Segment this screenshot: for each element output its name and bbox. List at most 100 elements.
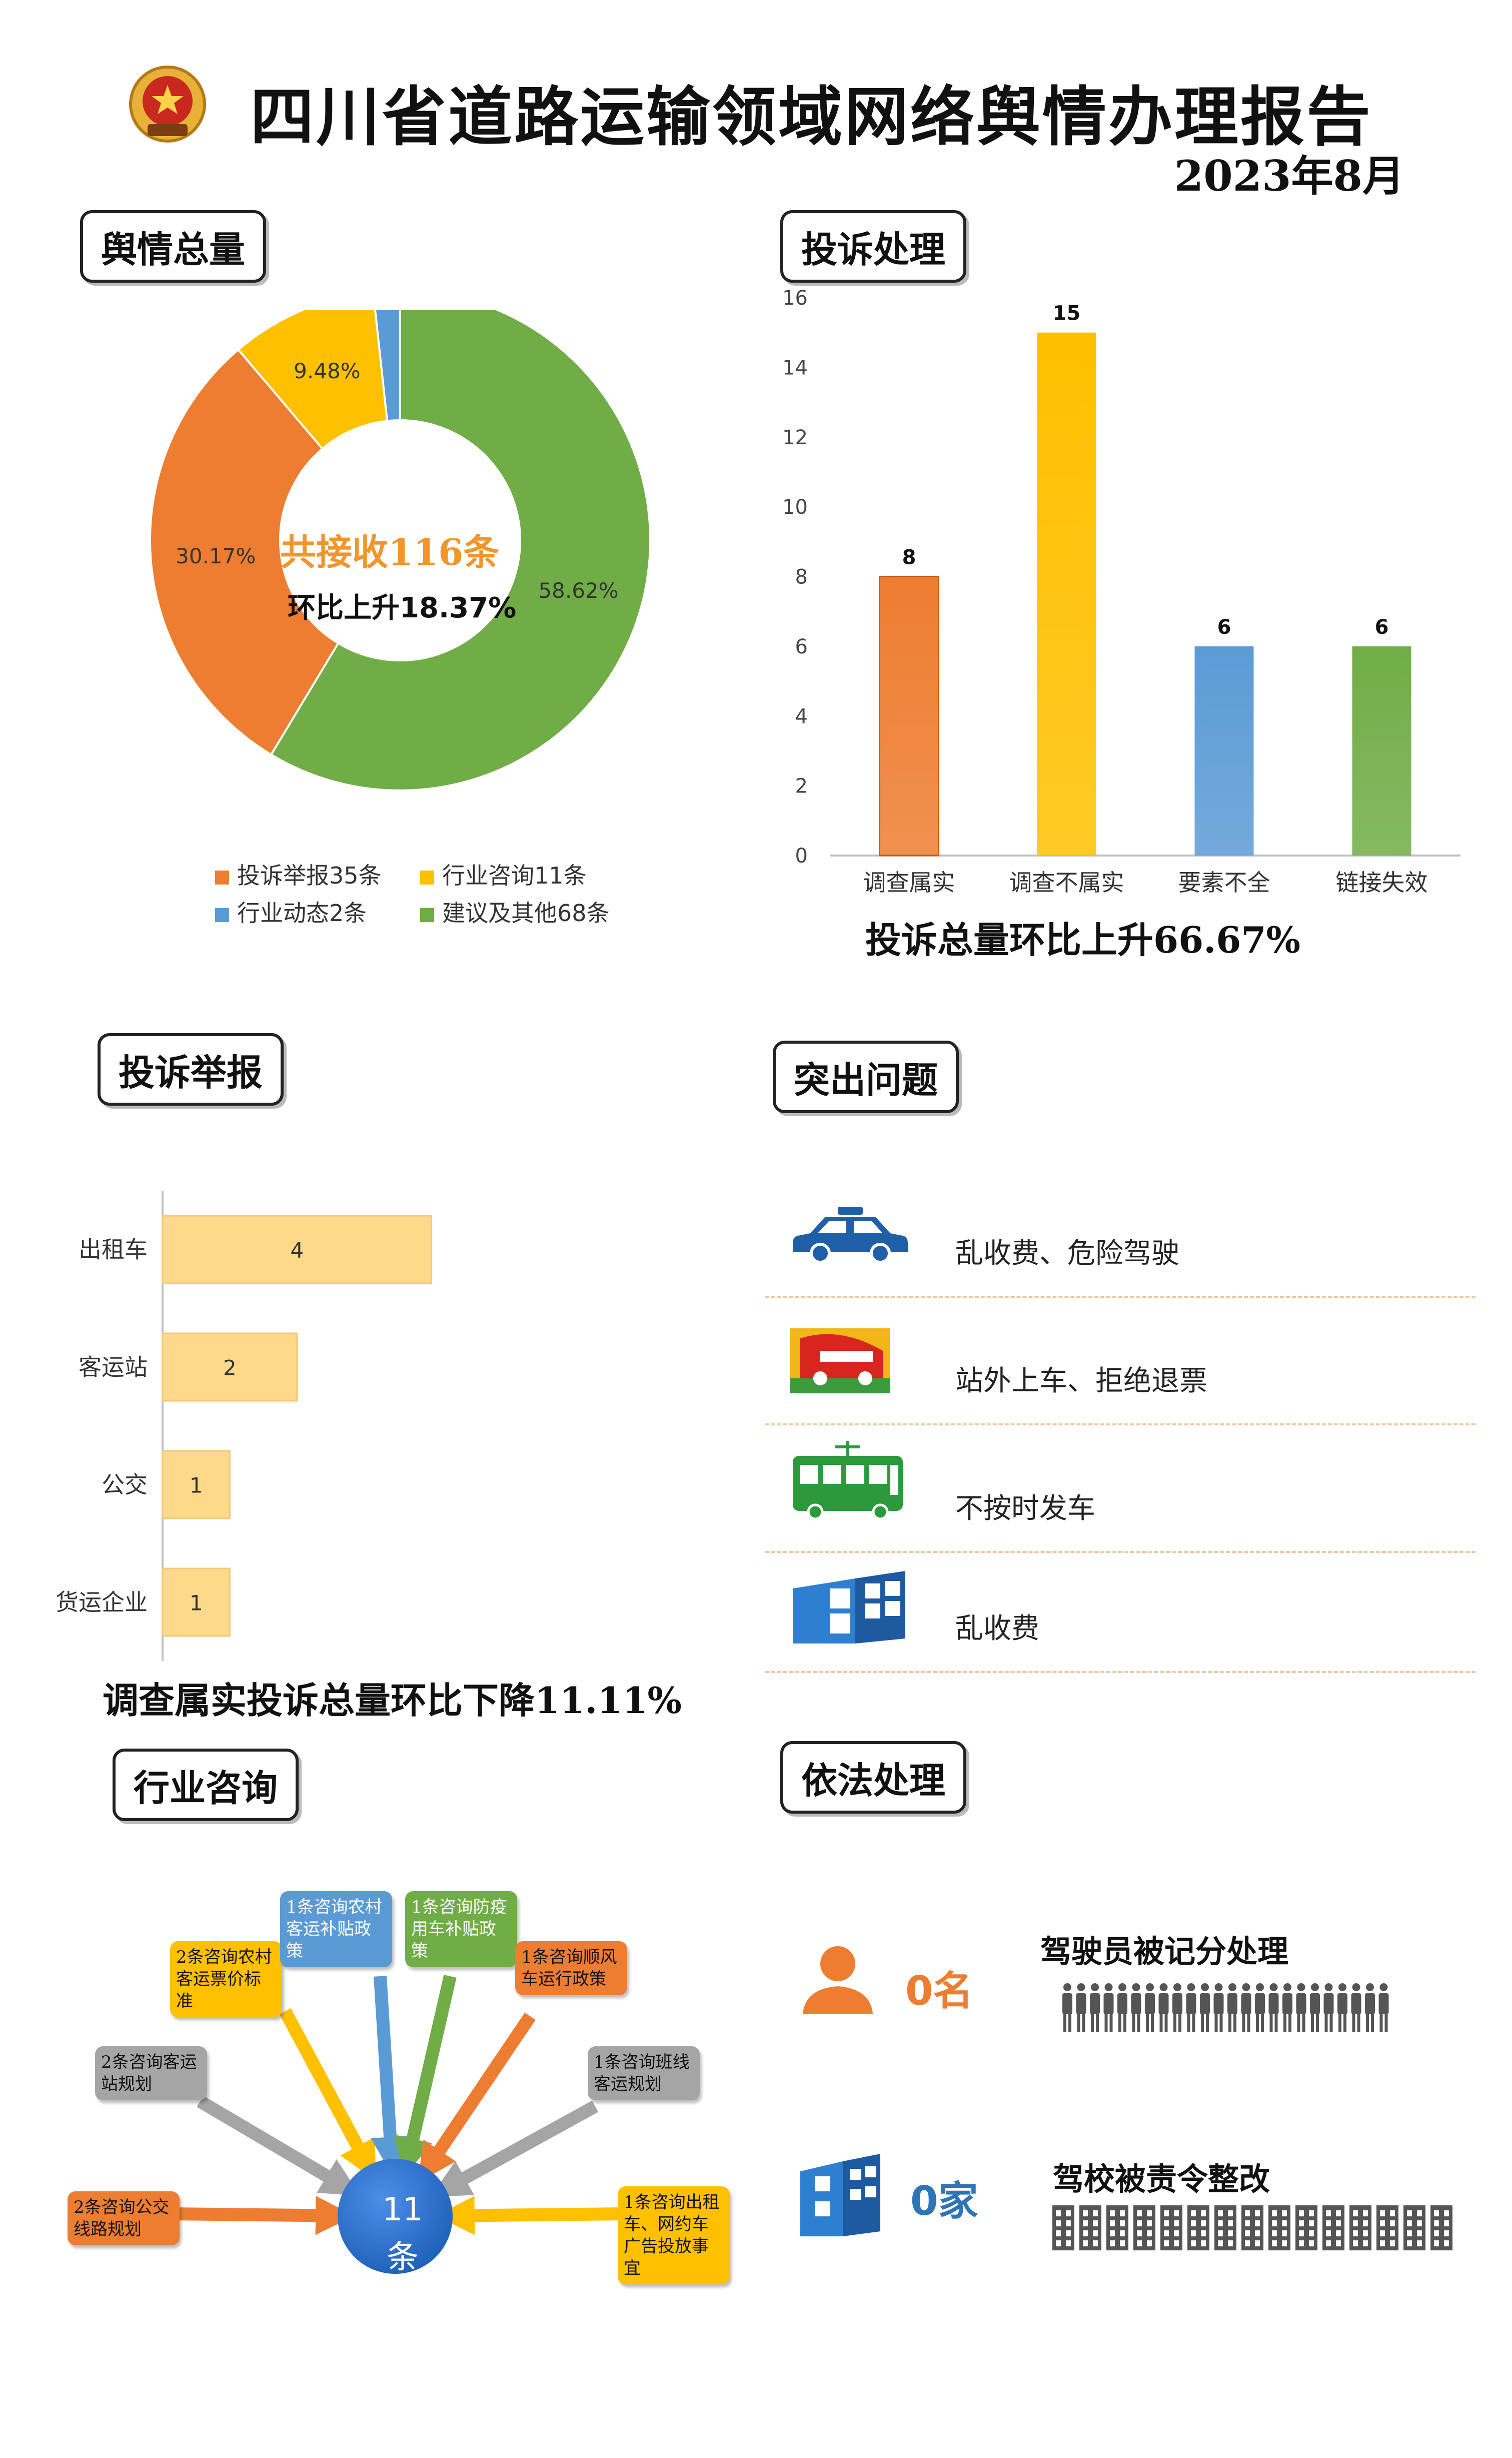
bar-value-label: 8 — [902, 546, 916, 569]
consult-arrow — [197, 2095, 361, 2196]
person-figure — [1062, 1983, 1072, 2032]
consult-diagram — [172, 1975, 621, 2274]
donut-data-label: 9.48% — [294, 359, 360, 383]
person-figure — [1365, 1983, 1375, 2032]
y-tick-label: 12 — [782, 426, 808, 449]
issue-text: 站外上车、拒绝退票 — [955, 1365, 1207, 1397]
issue-text: 不按时发车 — [955, 1492, 1095, 1525]
legend-label: 建议及其他68条 — [442, 900, 610, 927]
consult-callout: 1条咨询顺风车运行政策 — [515, 1941, 627, 1995]
person-figure — [1090, 1983, 1100, 2032]
y-tick-label: 客运站 — [79, 1354, 148, 1381]
consult-callout: 2条咨询公交线路规划 — [68, 2191, 180, 2245]
consult-arrow — [371, 1976, 410, 2176]
building-figure — [1160, 2205, 1182, 2250]
consult-callout: 1条咨询防疫用车补贴政策 — [405, 1891, 517, 1967]
issue-text: 乱收费、危险驾驶 — [955, 1237, 1179, 1270]
consult-center-circle — [338, 2159, 453, 2274]
issue-row-taxi: 乱收费、危险驾驶 — [765, 1181, 1475, 1298]
legend-swatch — [215, 871, 229, 885]
building-figure — [1106, 2205, 1128, 2250]
section-total: 舆情总量 — [80, 210, 267, 283]
bar — [162, 1450, 231, 1519]
donut-data-label: 30.17% — [176, 544, 256, 568]
person-figure — [1227, 1983, 1237, 2032]
y-tick-label: 8 — [795, 566, 808, 589]
x-tick-label: 链接失效 — [1336, 869, 1428, 896]
person-figure — [1378, 1983, 1389, 2032]
legend-label: 投诉举报35条 — [237, 862, 382, 889]
bar — [162, 1215, 432, 1284]
bus-icon — [793, 1441, 903, 1520]
bar-value-label: 4 — [290, 1238, 304, 1263]
person-figure — [1268, 1983, 1279, 2032]
y-tick-label: 出租车 — [79, 1236, 148, 1263]
person-figure — [1213, 1983, 1224, 2032]
consult-callout: 2条咨询农村客运票价标准 — [170, 1941, 282, 2017]
bar — [162, 1567, 231, 1637]
consult-arrow — [172, 2196, 355, 2235]
building-figure — [1052, 2205, 1074, 2250]
emblem-logo — [128, 60, 208, 145]
complaint-bar-chart: 0 2 4 6 8 10 12 14 16 8 调查属实 15 调查不属实 6 要素不全 6 链接失效 — [782, 287, 1460, 896]
person-figure — [1296, 1983, 1306, 2032]
bus-station-icon — [790, 1328, 890, 1393]
consult-callout: 2条咨询客运站规划 — [95, 2046, 207, 2100]
section-issues: 突出问题 — [773, 1041, 959, 1113]
taxi-icon — [793, 1207, 908, 1264]
y-tick-label: 14 — [782, 356, 808, 379]
person-icon — [803, 1946, 873, 2014]
bar — [162, 1332, 298, 1402]
person-figure — [1145, 1983, 1155, 2032]
person-figure — [1351, 1983, 1361, 2032]
person-figure — [1172, 1983, 1182, 2032]
building-figure — [1214, 2205, 1236, 2250]
report-bar-chart: 4 出租车 2 客运站 1 公交 1 货运企业 — [56, 1191, 432, 1661]
bar-value-label: 6 — [1375, 616, 1389, 639]
bar-value-label: 15 — [1053, 302, 1081, 325]
consult-arrow — [418, 2012, 536, 2183]
x-tick-label: 调查属实 — [863, 869, 955, 896]
report-caption: 调查属实投诉总量环比下降11.11% — [103, 1679, 682, 1722]
donut-slice — [149, 348, 340, 756]
y-tick-label: 10 — [782, 496, 808, 519]
y-tick-label: 2 — [795, 775, 808, 798]
building-figure — [1133, 2205, 1155, 2250]
consult-arrow — [430, 2100, 599, 2197]
building-figure — [1268, 2205, 1290, 2250]
y-tick-label: 公交 — [102, 1471, 148, 1498]
donut-slice — [237, 310, 389, 450]
bar-value-label: 6 — [1217, 616, 1231, 639]
legend-label: 行业动态2条 — [237, 900, 367, 927]
consult-callout: 1条咨询农村客运补贴政策 — [280, 1891, 392, 1967]
donut-center-change: 环比上升18.37% — [288, 592, 517, 624]
y-tick-label: 货运企业 — [56, 1589, 148, 1616]
consult-arrow — [279, 2008, 376, 2181]
issue-row-bus-station: 站外上车、拒绝退票 — [765, 1308, 1475, 1425]
building-figure — [1241, 2205, 1263, 2250]
complaint-caption: 投诉总量环比上升66.67% — [865, 919, 1300, 961]
person-figure — [1117, 1983, 1127, 2032]
consult-callout: 1条咨询班线客运规划 — [588, 2046, 700, 2100]
bar — [1352, 646, 1411, 856]
legend-label: 行业咨询11条 — [442, 862, 587, 889]
school-label: 驾校被责令整改 — [1053, 2161, 1270, 2197]
donut-slice — [374, 310, 401, 422]
driver-label: 驾驶员被记分处理 — [1040, 1933, 1289, 1970]
issue-text: 乱收费 — [955, 1612, 1039, 1645]
school-building-icon — [800, 2154, 880, 2236]
person-figure — [1323, 1983, 1334, 2032]
donut-data-label: 58.62% — [538, 578, 618, 603]
building-figure — [1430, 2205, 1452, 2250]
page-title: 四川省道路运输领域网络舆情办理报告 — [250, 80, 1373, 155]
issue-row-bus: 不按时发车 — [765, 1436, 1475, 1553]
person-figure — [1158, 1983, 1169, 2032]
x-tick-label: 调查不属实 — [1009, 869, 1124, 896]
bar — [1037, 332, 1096, 856]
y-tick-label: 4 — [795, 705, 808, 728]
building-figure — [1295, 2205, 1317, 2250]
bar-value-label: 1 — [190, 1591, 203, 1615]
driver-count: 0名 — [905, 1968, 973, 2014]
person-figure — [1241, 1983, 1251, 2032]
y-tick-label: 6 — [795, 635, 808, 658]
